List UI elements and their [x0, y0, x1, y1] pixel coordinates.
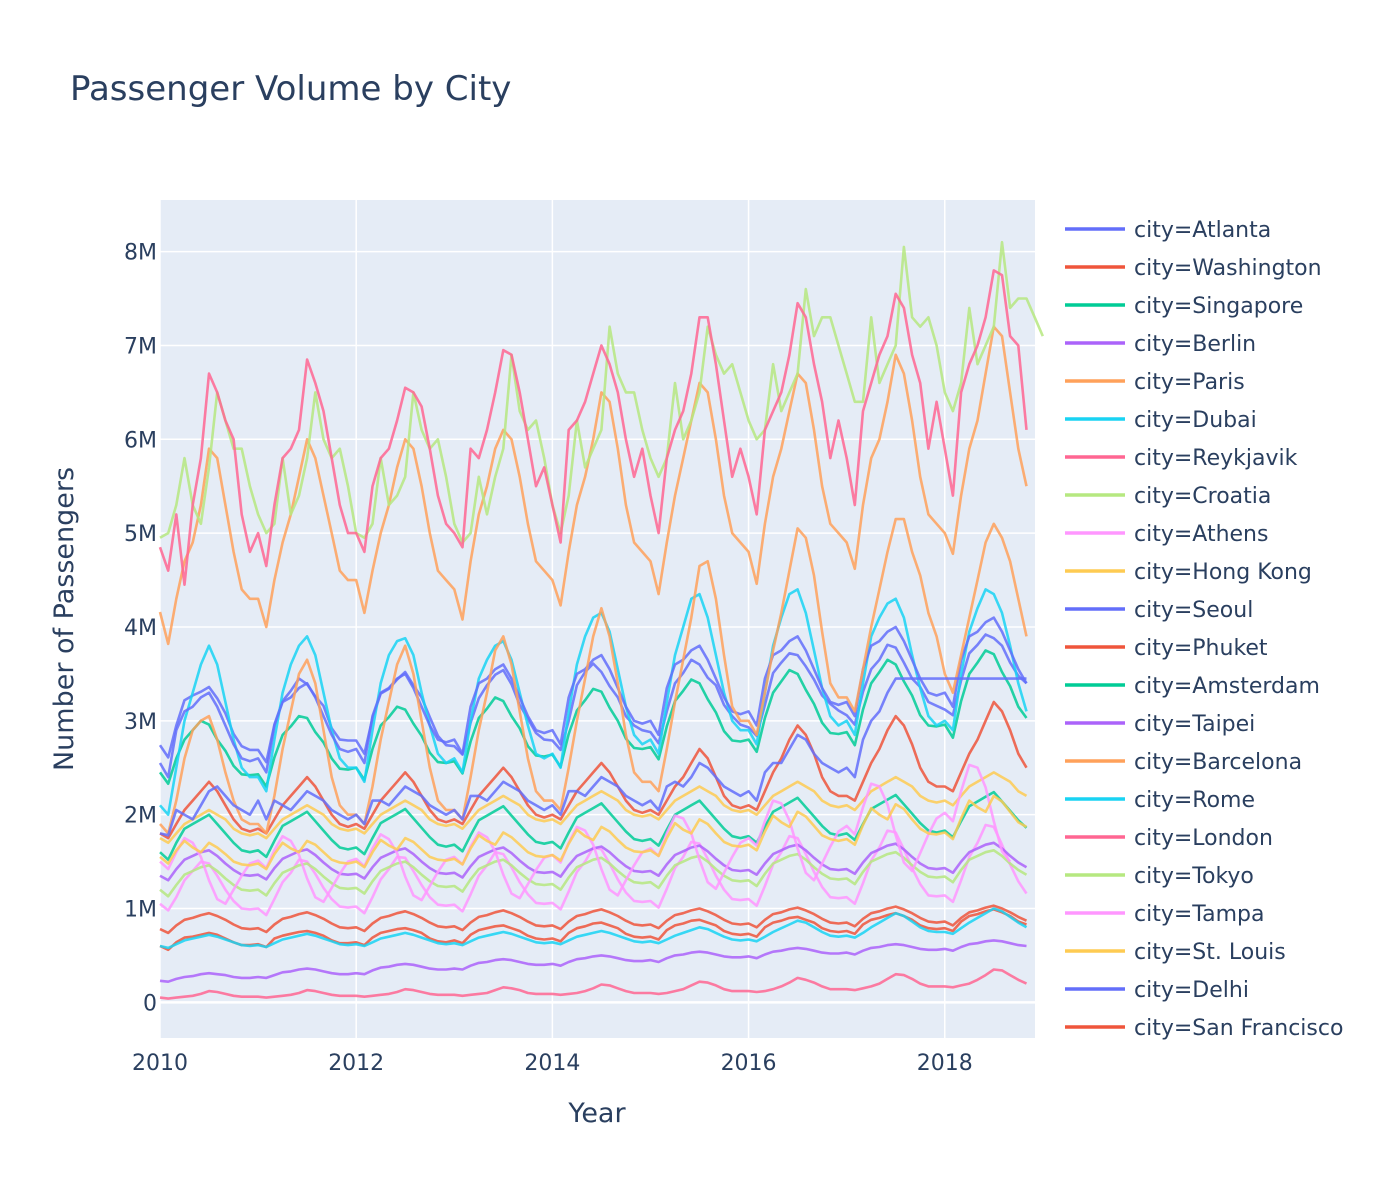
legend-label: city=Berlin	[1134, 332, 1256, 357]
legend-label: city=Croatia	[1134, 484, 1271, 509]
y-axis-title: Number of Passengers	[49, 467, 80, 771]
series-line-amsterdam	[159, 790, 1028, 862]
legend-label: city=Rome	[1134, 788, 1255, 813]
legend-item-reykjavik[interactable]: city=Reykjavik	[1065, 446, 1298, 471]
legend-label: city=Tampa	[1134, 902, 1264, 927]
legend-item-washington[interactable]: city=Washington	[1065, 256, 1322, 281]
series-line-barcelona	[159, 517, 1028, 835]
legend-label: city=Washington	[1134, 256, 1322, 281]
series-line-washington	[159, 908, 1027, 952]
series-line-delhi	[159, 677, 1027, 837]
legend-item-london[interactable]: city=London	[1065, 826, 1273, 851]
legend-label: city=London	[1134, 826, 1273, 851]
legend-item-berlin[interactable]: city=Berlin	[1065, 332, 1256, 357]
series-line-croatia	[159, 240, 1044, 544]
legend-label: city=Atlanta	[1134, 218, 1271, 243]
legend-label: city=Dubai	[1134, 408, 1257, 433]
y-tick-label: 1M	[124, 897, 157, 922]
legend-item-hong-kong[interactable]: city=Hong Kong	[1065, 560, 1312, 585]
y-tick-label: 4M	[124, 616, 157, 641]
series-line-phuket	[159, 700, 1028, 840]
series-line-tokyo	[159, 848, 1028, 898]
x-axis-title: Year	[567, 1098, 626, 1129]
legend-item-delhi[interactable]: city=Delhi	[1065, 978, 1249, 1003]
legend-item-dubai[interactable]: city=Dubai	[1065, 408, 1257, 433]
legend-item-st-louis[interactable]: city=St. Louis	[1065, 940, 1286, 965]
y-tick-label: 0	[143, 991, 157, 1016]
y-tick-label: 8M	[124, 241, 157, 266]
series-line-tampa	[159, 763, 1012, 906]
x-tick-label: 2012	[328, 1051, 384, 1076]
x-tick-label: 2016	[721, 1051, 777, 1076]
legend-label: city=Athens	[1134, 522, 1268, 547]
legend-label: city=Delhi	[1134, 978, 1249, 1003]
x-tick-label: 2018	[917, 1051, 973, 1076]
legend: city=Atlanta city=Washington city=Singapor…	[1065, 218, 1343, 1041]
legend-label: city=Reykjavik	[1134, 446, 1298, 471]
y-axis-ticks: 0 1M 2M 3M 4M 5M 6M 7M 8M	[124, 241, 157, 1017]
series-line-reykjavik	[159, 968, 1028, 1000]
legend-label: city=Seoul	[1134, 598, 1253, 623]
x-tick-label: 2014	[524, 1051, 580, 1076]
legend-item-seoul[interactable]: city=Seoul	[1065, 598, 1253, 623]
series-line-atlanta	[158, 633, 1028, 764]
legend-item-tampa[interactable]: city=Tampa	[1065, 902, 1264, 927]
legend-label: city=Phuket	[1134, 636, 1268, 661]
legend-label: city=Paris	[1134, 370, 1245, 395]
legend-item-rome[interactable]: city=Rome	[1065, 788, 1255, 813]
series-line-singapore	[158, 649, 1028, 788]
legend-label: city=St. Louis	[1134, 940, 1286, 965]
legend-item-amsterdam[interactable]: city=Amsterdam	[1065, 674, 1320, 699]
y-tick-label: 2M	[124, 804, 157, 829]
legend-item-san-francisco[interactable]: city=San Francisco	[1065, 1016, 1343, 1041]
grid-lines	[159, 200, 1035, 1038]
legend-item-barcelona[interactable]: city=Barcelona	[1065, 750, 1302, 775]
legend-item-athens[interactable]: city=Athens	[1065, 522, 1268, 547]
legend-label: city=Taipei	[1134, 712, 1255, 737]
legend-item-tokyo[interactable]: city=Tokyo	[1065, 864, 1254, 889]
series-line-st-louis	[159, 794, 1028, 871]
series-line-dubai	[159, 588, 1028, 817]
legend-label: city=Amsterdam	[1134, 674, 1320, 699]
x-axis-ticks: 2010 2012 2014 2016 2018	[132, 1051, 973, 1076]
series-line-rome	[159, 907, 1028, 950]
y-tick-label: 5M	[124, 522, 157, 547]
legend-item-croatia[interactable]: city=Croatia	[1065, 484, 1271, 509]
legend-label: city=San Francisco	[1134, 1016, 1343, 1041]
y-tick-label: 3M	[124, 710, 157, 735]
chart-title: Passenger Volume by City	[70, 69, 511, 109]
legend-label: city=Hong Kong	[1134, 560, 1312, 585]
legend-item-paris[interactable]: city=Paris	[1065, 370, 1245, 395]
legend-item-atlanta[interactable]: city=Atlanta	[1065, 218, 1271, 243]
series-line-seoul	[158, 616, 1028, 779]
series-line-san-francisco	[159, 904, 1028, 935]
legend-item-phuket[interactable]: city=Phuket	[1065, 636, 1268, 661]
y-tick-label: 7M	[124, 334, 157, 359]
y-tick-label: 6M	[124, 428, 157, 453]
legend-label: city=Barcelona	[1134, 750, 1302, 775]
series-line-hong-kong	[159, 771, 1028, 845]
legend-label: city=Singapore	[1134, 294, 1303, 319]
legend-item-singapore[interactable]: city=Singapore	[1065, 294, 1303, 319]
legend-item-taipei[interactable]: city=Taipei	[1065, 712, 1255, 737]
x-tick-label: 2010	[132, 1051, 188, 1076]
series-lines	[158, 240, 1044, 1000]
series-line-berlin	[159, 939, 1027, 984]
legend-label: city=Tokyo	[1134, 864, 1254, 889]
series-line-paris	[158, 325, 1028, 646]
series-line-london	[158, 269, 1028, 587]
